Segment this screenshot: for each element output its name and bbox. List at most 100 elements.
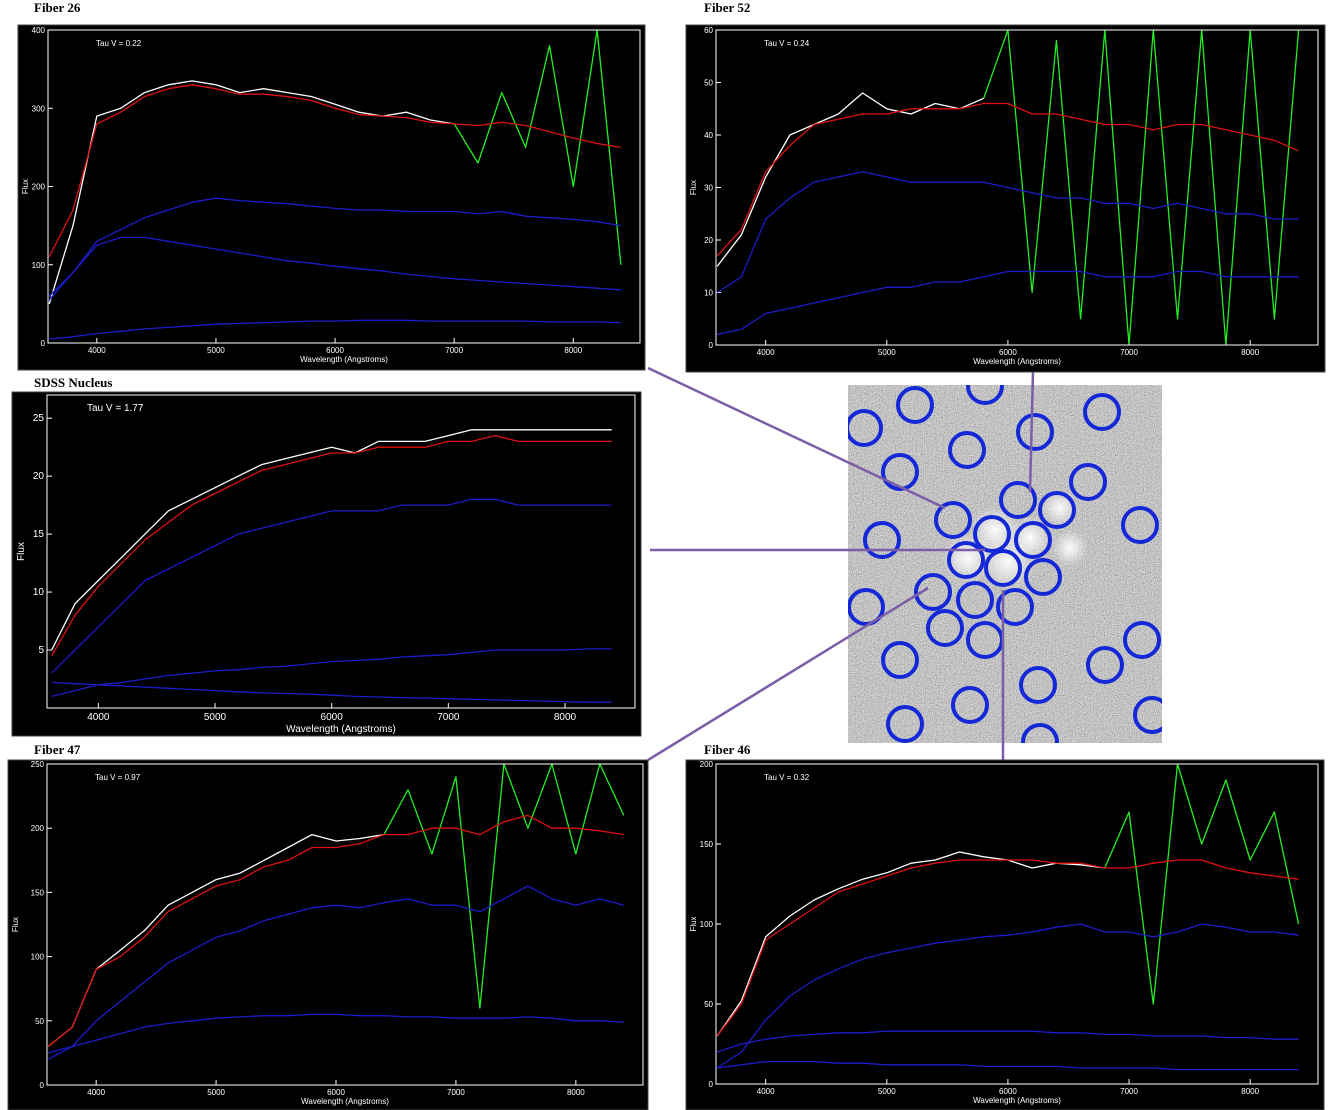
spectrum-line	[51, 498, 612, 674]
fiber	[886, 705, 924, 743]
spectrum-line	[48, 236, 621, 301]
fiber	[1016, 413, 1054, 451]
fiber	[1083, 393, 1121, 431]
spectrum-line	[48, 197, 622, 297]
spectrum-panel: Fiber 26 4000 5000 6000 7000 8000 0 100 200 300 40…	[17, 0, 646, 371]
y-tick-label: 10	[33, 587, 45, 598]
spectrum-line	[983, 29, 1300, 346]
y-tick-label: 10	[704, 289, 713, 298]
y-tick-label: 50	[35, 1017, 44, 1026]
fiber	[1019, 666, 1057, 704]
x-tick-label: 4000	[88, 346, 106, 355]
spectrum-panel: Fiber 46 4000 5000 6000 7000 8000 0 50 100 150 200…	[685, 742, 1325, 1110]
x-tick-label: 6000	[326, 346, 344, 355]
fiber	[1133, 696, 1162, 734]
spectrum-line	[51, 648, 612, 698]
y-tick-label: 50	[704, 79, 713, 88]
x-tick-label: 4000	[87, 712, 110, 723]
spectrum-line	[47, 814, 624, 1048]
y-tick-label: 0	[40, 1081, 45, 1090]
x-tick-label: 4000	[757, 348, 775, 357]
tau-annotation: Tau V = 0.32	[764, 773, 810, 782]
y-tick-label: 0	[709, 1080, 714, 1089]
y-tick-label: 0	[41, 339, 46, 348]
spectrum-line	[47, 885, 624, 1060]
fiber	[996, 588, 1034, 626]
x-tick-label: 5000	[207, 346, 225, 355]
y-tick-label: 300	[32, 104, 46, 113]
panel-title: Fiber 47	[34, 742, 81, 757]
fiber-image	[848, 385, 1162, 743]
panel-background	[685, 24, 1326, 373]
spectrum-line	[51, 434, 612, 657]
x-tick-label: 8000	[554, 712, 577, 723]
panel-title: SDSS Nucleus	[34, 375, 112, 390]
panel-background	[11, 391, 642, 737]
x-tick-label: 7000	[445, 346, 463, 355]
y-tick-label: 60	[704, 26, 713, 35]
spectrum-line	[716, 102, 1299, 257]
y-tick-label: 200	[32, 183, 46, 192]
y-tick-label: 100	[31, 953, 45, 962]
spectrum-line	[716, 851, 1105, 1037]
y-tick-label: 0	[709, 341, 714, 350]
fiber	[1069, 463, 1107, 501]
panel-background	[7, 759, 649, 1110]
x-axis-label: Wavelength (Angstroms)	[973, 1096, 1061, 1105]
connector	[1028, 371, 1035, 493]
y-tick-label: 20	[33, 471, 45, 482]
fiber	[1021, 723, 1059, 743]
fiber	[881, 641, 919, 679]
x-tick-label: 6000	[321, 712, 344, 723]
spectrum-line	[716, 923, 1299, 1069]
fiber	[947, 541, 985, 579]
connector	[647, 586, 929, 762]
fiber	[1014, 521, 1052, 559]
x-tick-label: 5000	[207, 1088, 225, 1097]
spectrum-line	[48, 80, 455, 305]
y-axis-label: Flux	[689, 916, 698, 931]
y-axis-label: Flux	[21, 179, 30, 194]
y-tick-label: 5	[38, 645, 44, 656]
x-tick-label: 6000	[999, 1087, 1017, 1096]
y-tick-label: 400	[32, 26, 46, 35]
x-tick-label: 8000	[1241, 1087, 1259, 1096]
x-tick-label: 8000	[564, 346, 582, 355]
fiber	[973, 515, 1011, 553]
spectrum-line	[716, 859, 1299, 1037]
fiber	[956, 581, 994, 619]
fiber	[966, 385, 1004, 405]
y-tick-label: 20	[704, 236, 713, 245]
fiber	[951, 686, 989, 724]
x-tick-label: 7000	[1120, 1087, 1138, 1096]
y-tick-label: 200	[700, 760, 714, 769]
plot-frame	[715, 29, 1319, 346]
y-tick-label: 100	[700, 920, 714, 929]
tau-annotation: Tau V = 0.97	[95, 773, 141, 782]
y-tick-label: 50	[704, 1000, 713, 1009]
fiber	[848, 588, 885, 626]
y-tick-label: 200	[31, 824, 45, 833]
spectrum-line	[51, 681, 612, 703]
fiber	[948, 431, 986, 469]
x-tick-label: 7000	[1120, 348, 1138, 357]
fiber	[1123, 621, 1161, 659]
y-tick-label: 150	[31, 888, 45, 897]
spectrum-line	[49, 319, 621, 340]
x-tick-label: 7000	[447, 1088, 465, 1097]
plot-frame	[46, 394, 636, 709]
plot-frame	[47, 29, 641, 344]
fiber	[848, 409, 883, 447]
spectrum-line	[51, 429, 612, 651]
spectrum-panel: SDSS Nucleus 4000 5000 6000 7000 8000 5 10 15 20 2…	[11, 375, 642, 737]
fiber	[881, 453, 919, 491]
y-axis-label: Flux	[689, 180, 698, 195]
fiber	[999, 481, 1037, 519]
spectrum-line	[47, 833, 385, 1048]
y-tick-label: 100	[32, 261, 46, 270]
spectrum-line	[48, 84, 622, 258]
fiber	[926, 609, 964, 647]
spectrum-line	[453, 29, 622, 265]
x-tick-label: 7000	[437, 712, 460, 723]
